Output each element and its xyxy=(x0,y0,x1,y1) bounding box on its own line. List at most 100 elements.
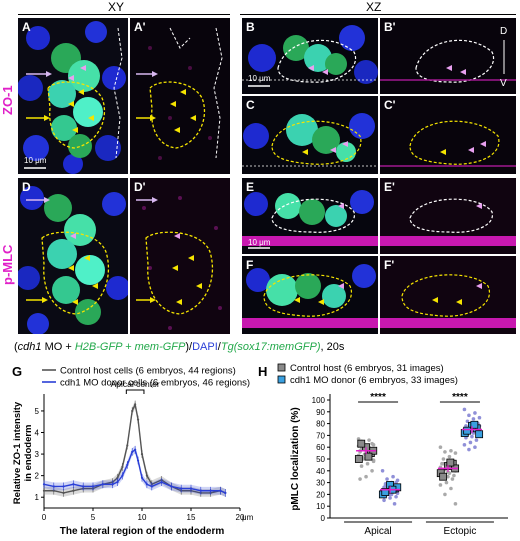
image-point xyxy=(477,415,482,420)
series-1-point xyxy=(62,485,65,488)
micrograph-a-image xyxy=(18,18,128,174)
micrograph-panel-a: A 10 μm xyxy=(18,18,128,174)
micrograph-b-image xyxy=(242,18,378,94)
micrograph-panel-e: E 10 μm xyxy=(242,178,378,254)
y-axis-label: Relative ZO-1 intensityin endoderm xyxy=(12,401,34,504)
y-tick-label-4: 4 xyxy=(35,429,40,438)
image-point xyxy=(471,417,476,421)
image-point xyxy=(370,469,374,473)
caption-end: , 20s xyxy=(320,341,345,353)
legend-text-1: cdh1 MO donor (6 embryos, 33 images) xyxy=(290,375,458,386)
panel-label-b: B xyxy=(246,20,255,34)
image-point xyxy=(391,474,395,479)
image-point xyxy=(449,448,453,453)
series-band-1 xyxy=(44,445,226,497)
embryo-mean-marker xyxy=(439,472,448,481)
series-1-point xyxy=(145,483,148,486)
series-1-point xyxy=(219,489,222,492)
embryo-mean-marker xyxy=(470,420,479,429)
micrograph-b-prime-image xyxy=(380,18,516,94)
annotation-text: Apical center xyxy=(111,379,160,389)
panel-label-a: A xyxy=(22,20,31,34)
image-point xyxy=(394,494,398,499)
embryo-mean-marker xyxy=(364,452,373,461)
series-1-point xyxy=(82,485,85,488)
series-1-point xyxy=(160,481,163,484)
image-point xyxy=(452,473,456,478)
image-point xyxy=(470,434,474,439)
chart-g: Control host cells (6 embryos, 44 region… xyxy=(12,366,254,538)
xy-header-rule xyxy=(18,14,230,15)
micrograph-e-image xyxy=(242,178,378,254)
caption-h2b: H2B-GFP + mem-GFP xyxy=(74,341,186,353)
panel-label-d: D xyxy=(22,180,31,194)
series-1-point xyxy=(116,481,119,484)
embryo-mean-marker xyxy=(475,430,484,439)
y-tick-label-90: 90 xyxy=(316,408,325,417)
image-point xyxy=(446,474,450,479)
y-tick-label-0: 0 xyxy=(321,514,326,523)
micrograph-d-prime-image xyxy=(130,178,230,334)
micrograph-e-prime-image xyxy=(380,178,516,254)
series-0-point xyxy=(145,474,148,477)
image-point xyxy=(443,450,447,454)
x-tick-label-0: 0 xyxy=(42,513,47,522)
series-1-point xyxy=(101,483,104,486)
chart-h: Control host (6 embryos, 31 images)cdh1 … xyxy=(277,363,508,537)
y-axis-label-line2: in endoderm xyxy=(23,424,34,481)
legend-marker-0 xyxy=(277,363,286,372)
panel-label-d-prime: D' xyxy=(134,180,146,194)
scale-bar-label-a: 10 μm xyxy=(24,156,47,165)
y-tick-label-30: 30 xyxy=(316,479,325,488)
scale-bar-label-b: 10 μm xyxy=(248,74,271,83)
legend-marker-1 xyxy=(277,375,286,384)
caption-open: ( xyxy=(14,341,18,353)
series-1-point xyxy=(42,483,46,486)
series-0-point xyxy=(121,465,124,469)
image-point xyxy=(441,457,446,461)
category-label-0: Apical xyxy=(364,526,391,537)
series-0-point xyxy=(62,491,65,495)
series-1-point xyxy=(121,474,124,477)
caption-slash2: / xyxy=(217,341,221,353)
category-label-1: Ectopic xyxy=(444,526,477,537)
xy-header: XY xyxy=(108,0,125,14)
legend-text-0: Control host (6 embryos, 31 images) xyxy=(290,363,444,374)
embryo-mean-marker xyxy=(463,426,472,435)
row-label-pmlc: p-MLC xyxy=(0,244,15,285)
x-tick-label-5: 5 xyxy=(91,513,96,522)
series-0-point xyxy=(140,452,144,456)
y-tick-label-20: 20 xyxy=(316,490,325,499)
image-point xyxy=(453,451,458,455)
y-tick-label-80: 80 xyxy=(316,420,325,429)
image-point xyxy=(388,496,392,500)
series-1-point xyxy=(136,459,140,462)
image-point xyxy=(462,443,467,447)
significance-0: **** xyxy=(370,392,386,403)
image-point xyxy=(371,458,376,462)
y-axis-label-line1: Relative ZO-1 intensity xyxy=(12,401,23,504)
panel-label-b-prime: B' xyxy=(384,20,396,34)
orientation-ventral: V xyxy=(500,78,507,89)
micrograph-f-prime-image xyxy=(380,256,516,334)
image-point xyxy=(450,477,455,481)
x-unit: μm xyxy=(242,513,254,522)
significance-1: **** xyxy=(452,392,468,403)
y-tick-label-1: 1 xyxy=(35,493,40,502)
image-point xyxy=(385,477,389,481)
micrograph-panel-b: B 10 μm xyxy=(242,18,378,94)
image-point xyxy=(358,477,362,481)
series-1-point xyxy=(111,483,114,486)
y-tick-label-5: 5 xyxy=(35,407,40,416)
caption-cdh1: cdh1 xyxy=(17,341,42,353)
x-tick-label-10: 10 xyxy=(138,513,147,522)
micrograph-f-image xyxy=(242,256,378,334)
series-1-point xyxy=(52,485,55,488)
image-point xyxy=(449,486,453,491)
series-1-point xyxy=(140,476,144,479)
image-point xyxy=(462,407,467,412)
y-tick-label-60: 60 xyxy=(316,443,325,452)
y-tick-label-2: 2 xyxy=(35,472,40,481)
image-point xyxy=(392,502,397,506)
series-1-point xyxy=(189,487,193,490)
